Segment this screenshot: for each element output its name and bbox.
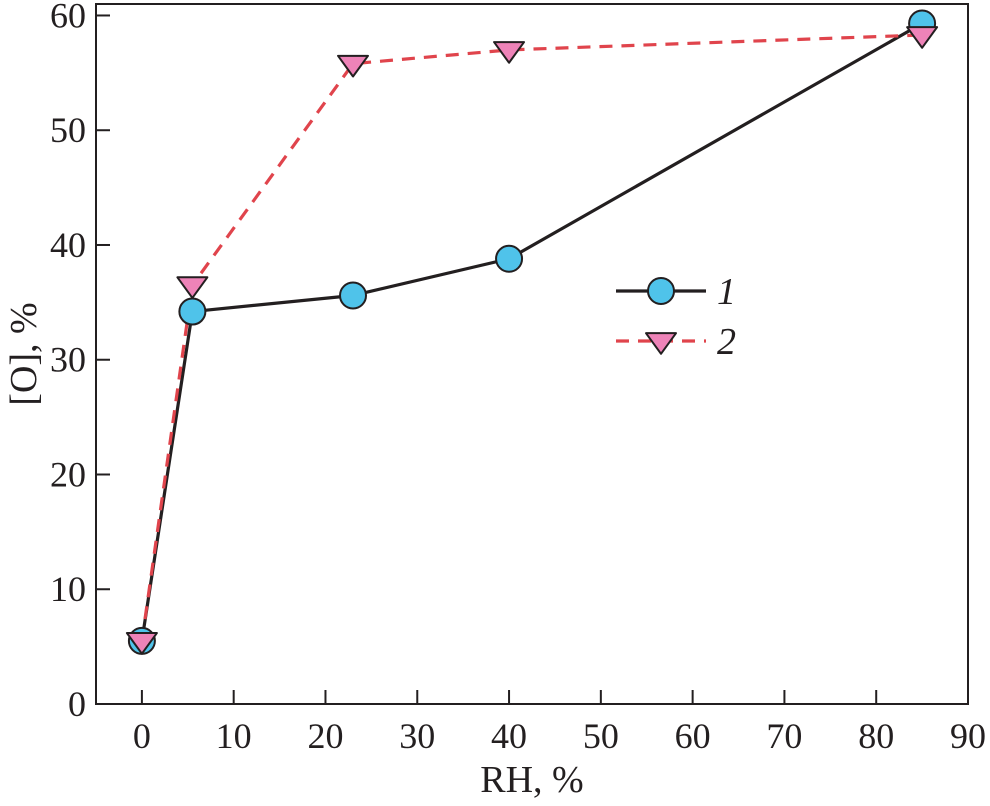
series-2-point bbox=[337, 54, 370, 78]
series-1-line bbox=[140, 22, 923, 642]
series-layer bbox=[125, 9, 939, 655]
x-tick-label: 50 bbox=[583, 716, 619, 756]
series-1-point bbox=[339, 281, 368, 310]
legend-marker-2 bbox=[645, 332, 677, 355]
series-2-line bbox=[140, 33, 923, 642]
y-tick-label: 30 bbox=[50, 340, 86, 380]
y-tick-label: 50 bbox=[50, 110, 86, 150]
y-axis-title: [O], % bbox=[3, 302, 45, 405]
x-tick-label: 80 bbox=[858, 716, 894, 756]
series-2-point bbox=[493, 41, 526, 64]
legend-marker-1 bbox=[647, 277, 675, 305]
x-tick-label: 40 bbox=[491, 716, 527, 756]
y-tick-label: 20 bbox=[50, 454, 86, 494]
x-tick-label: 90 bbox=[950, 716, 986, 756]
series-2-point bbox=[906, 26, 939, 49]
y-tick-label: 60 bbox=[50, 0, 86, 35]
axis-ticks: 0 10 20 30 40 50 60 70 80 90 0 10 20 30 40 50 60 bbox=[50, 0, 986, 756]
x-tick-label: 60 bbox=[675, 716, 711, 756]
plot-frame bbox=[95, 3, 969, 705]
legend-label-1: 1 bbox=[717, 271, 736, 313]
series-2-point bbox=[176, 276, 209, 299]
series-2-point bbox=[125, 632, 158, 655]
legend-label-2: 2 bbox=[717, 321, 736, 363]
x-tick-label: 70 bbox=[766, 716, 802, 756]
y-tick-label: 0 bbox=[68, 684, 86, 724]
y-tick-label: 40 bbox=[50, 225, 86, 265]
series-1-point bbox=[495, 244, 524, 273]
x-tick-label: 30 bbox=[399, 716, 435, 756]
x-tick-label: 0 bbox=[133, 716, 151, 756]
x-tick-label: 10 bbox=[216, 716, 252, 756]
legend: 12 bbox=[616, 271, 736, 363]
series-1-point bbox=[178, 297, 207, 326]
y-tick-label: 10 bbox=[50, 569, 86, 609]
x-tick-label: 20 bbox=[307, 716, 343, 756]
x-axis-title: RH, % bbox=[480, 759, 583, 801]
